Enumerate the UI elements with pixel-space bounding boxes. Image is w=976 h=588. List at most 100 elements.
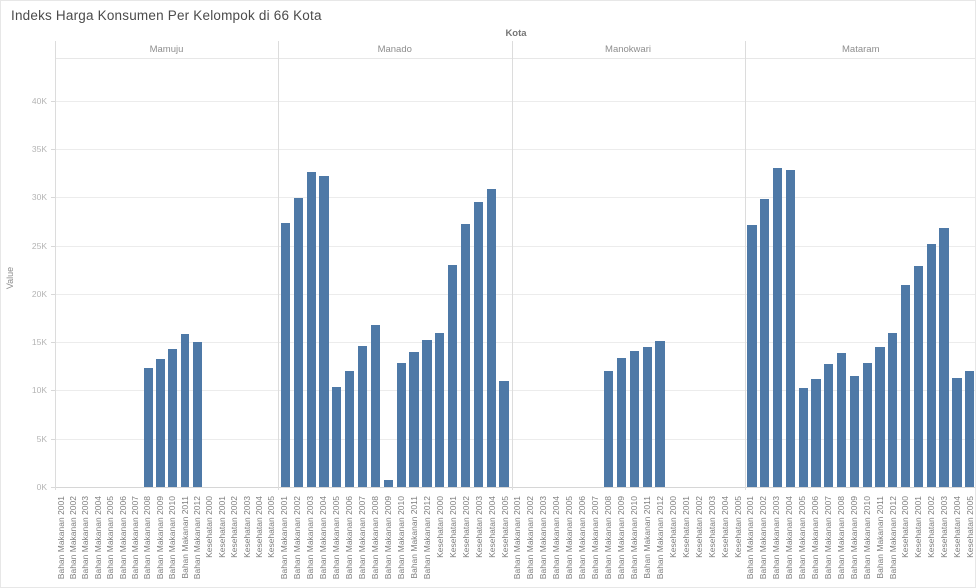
column-slot bbox=[117, 59, 129, 487]
column-slot bbox=[822, 59, 835, 487]
column-slot bbox=[602, 59, 615, 487]
column-slot bbox=[216, 59, 228, 487]
column-slot bbox=[899, 59, 912, 487]
column-slot bbox=[130, 59, 142, 487]
y-axis-tick-label: 5K bbox=[36, 433, 47, 444]
y-axis-tick-mark bbox=[51, 245, 55, 247]
bar-mataram-kesehatan-2003[interactable] bbox=[939, 228, 949, 487]
bar-manado-bahan-makanan-2002[interactable] bbox=[293, 197, 303, 487]
bar-mamuju-bahan-makanan-2010[interactable] bbox=[168, 349, 178, 487]
column-slot bbox=[628, 59, 641, 487]
bar-manokwari-bahan-makanan-2010[interactable] bbox=[629, 350, 639, 487]
bar-manokwari-bahan-makanan-2011[interactable] bbox=[642, 347, 652, 487]
gridline bbox=[55, 342, 975, 344]
bar-mataram-bahan-makanan-2011[interactable] bbox=[875, 347, 885, 487]
gridline bbox=[55, 438, 975, 440]
bar-mataram-bahan-makanan-2007[interactable] bbox=[824, 364, 834, 487]
bar-manado-kesehatan-2005[interactable] bbox=[499, 380, 509, 487]
column-slot bbox=[886, 59, 899, 487]
bar-mamuju-bahan-makanan-2009[interactable] bbox=[155, 358, 165, 487]
bar-manado-bahan-makanan-2010[interactable] bbox=[396, 362, 406, 487]
column-slot bbox=[925, 59, 938, 487]
y-axis-tick-mark bbox=[51, 487, 55, 488]
column-slot bbox=[395, 59, 408, 487]
column-slot bbox=[279, 59, 292, 487]
bar-mataram-bahan-makanan-2008[interactable] bbox=[836, 352, 847, 487]
column-slot bbox=[472, 59, 485, 487]
bar-manado-kesehatan-2003[interactable] bbox=[473, 202, 483, 487]
bar-mataram-bahan-makanan-2001[interactable] bbox=[747, 224, 757, 487]
bar-manado-bahan-makanan-2003[interactable] bbox=[306, 172, 316, 487]
bar-manokwari-bahan-makanan-2008[interactable] bbox=[604, 371, 614, 487]
column-slot bbox=[784, 59, 797, 487]
column-slot bbox=[56, 59, 68, 487]
bar-mataram-kesehatan-2002[interactable] bbox=[926, 243, 936, 487]
column-slot bbox=[93, 59, 105, 487]
column-slot bbox=[305, 59, 318, 487]
bar-mataram-bahan-makanan-2012[interactable] bbox=[888, 332, 898, 487]
gridline bbox=[55, 245, 975, 247]
bar-manado-bahan-makanan-2004[interactable] bbox=[319, 176, 329, 487]
column-slot bbox=[963, 59, 975, 487]
y-axis-tick-mark bbox=[51, 149, 55, 151]
bar-mamuju-bahan-makanan-2011[interactable] bbox=[180, 333, 190, 487]
column-slot bbox=[382, 59, 395, 487]
bar-manado-kesehatan-2004[interactable] bbox=[486, 188, 496, 487]
column-slot bbox=[420, 59, 433, 487]
bar-mataram-bahan-makanan-2003[interactable] bbox=[772, 167, 783, 487]
column-slot bbox=[666, 59, 679, 487]
panel-separator bbox=[744, 41, 746, 490]
bar-mataram-kesehatan-2000[interactable] bbox=[901, 285, 911, 487]
column-slot bbox=[835, 59, 848, 487]
column-slot bbox=[68, 59, 80, 487]
y-axis-tick-mark bbox=[51, 342, 55, 344]
gridline bbox=[55, 390, 975, 392]
column-slot bbox=[641, 59, 654, 487]
bar-manado-bahan-makanan-2007[interactable] bbox=[357, 346, 368, 487]
bar-manado-kesehatan-2001[interactable] bbox=[447, 265, 458, 487]
column-slot bbox=[705, 59, 718, 487]
bar-mataram-kesehatan-2004[interactable] bbox=[952, 377, 962, 487]
bar-manado-bahan-makanan-2011[interactable] bbox=[409, 351, 419, 487]
gridline bbox=[55, 197, 975, 199]
column-slot bbox=[433, 59, 446, 487]
panel-header-manokwari: Manokwari bbox=[605, 44, 651, 55]
bar-mataram-kesehatan-2005[interactable] bbox=[965, 371, 975, 487]
header-underline bbox=[55, 58, 975, 59]
bar-manokwari-bahan-makanan-2012[interactable] bbox=[655, 341, 665, 487]
column-slot bbox=[718, 59, 731, 487]
y-axis-tick-mark bbox=[51, 293, 55, 295]
bar-mataram-bahan-makanan-2009[interactable] bbox=[849, 376, 859, 487]
bar-mataram-bahan-makanan-2005[interactable] bbox=[798, 387, 808, 487]
column-slot bbox=[167, 59, 179, 487]
column-slot bbox=[731, 59, 744, 487]
y-axis-tick-label: 10K bbox=[31, 385, 47, 396]
bar-manado-bahan-makanan-2006[interactable] bbox=[345, 371, 355, 487]
bar-mataram-bahan-makanan-2010[interactable] bbox=[862, 362, 872, 487]
column-slot bbox=[692, 59, 705, 487]
bar-mataram-kesehatan-2001[interactable] bbox=[913, 266, 924, 487]
column-slot bbox=[615, 59, 628, 487]
bar-mamuju-bahan-makanan-2008[interactable] bbox=[143, 368, 153, 487]
column-slot bbox=[938, 59, 951, 487]
bar-mataram-bahan-makanan-2004[interactable] bbox=[785, 170, 795, 487]
bar-mamuju-bahan-makanan-2012[interactable] bbox=[192, 342, 202, 487]
column-slot bbox=[848, 59, 861, 487]
column-slot bbox=[459, 59, 472, 487]
column-slot bbox=[874, 59, 887, 487]
bar-manado-bahan-makanan-2001[interactable] bbox=[280, 222, 291, 487]
bar-manado-bahan-makanan-2012[interactable] bbox=[422, 340, 432, 487]
column-slot bbox=[538, 59, 551, 487]
bar-mataram-bahan-makanan-2002[interactable] bbox=[760, 199, 770, 487]
bar-manado-kesehatan-2002[interactable] bbox=[460, 223, 471, 487]
column-slot bbox=[498, 59, 511, 487]
bar-manado-bahan-makanan-2005[interactable] bbox=[332, 386, 342, 487]
bar-manado-bahan-makanan-2008[interactable] bbox=[370, 324, 381, 487]
column-slot bbox=[318, 59, 331, 487]
bar-manokwari-bahan-makanan-2009[interactable] bbox=[616, 357, 627, 487]
y-axis-tick-label: 35K bbox=[31, 144, 47, 155]
column-slot bbox=[758, 59, 771, 487]
bar-mataram-bahan-makanan-2006[interactable] bbox=[811, 378, 821, 487]
bar-manado-bahan-makanan-2009[interactable] bbox=[383, 480, 393, 487]
bar-manado-kesehatan-2000[interactable] bbox=[435, 332, 445, 487]
